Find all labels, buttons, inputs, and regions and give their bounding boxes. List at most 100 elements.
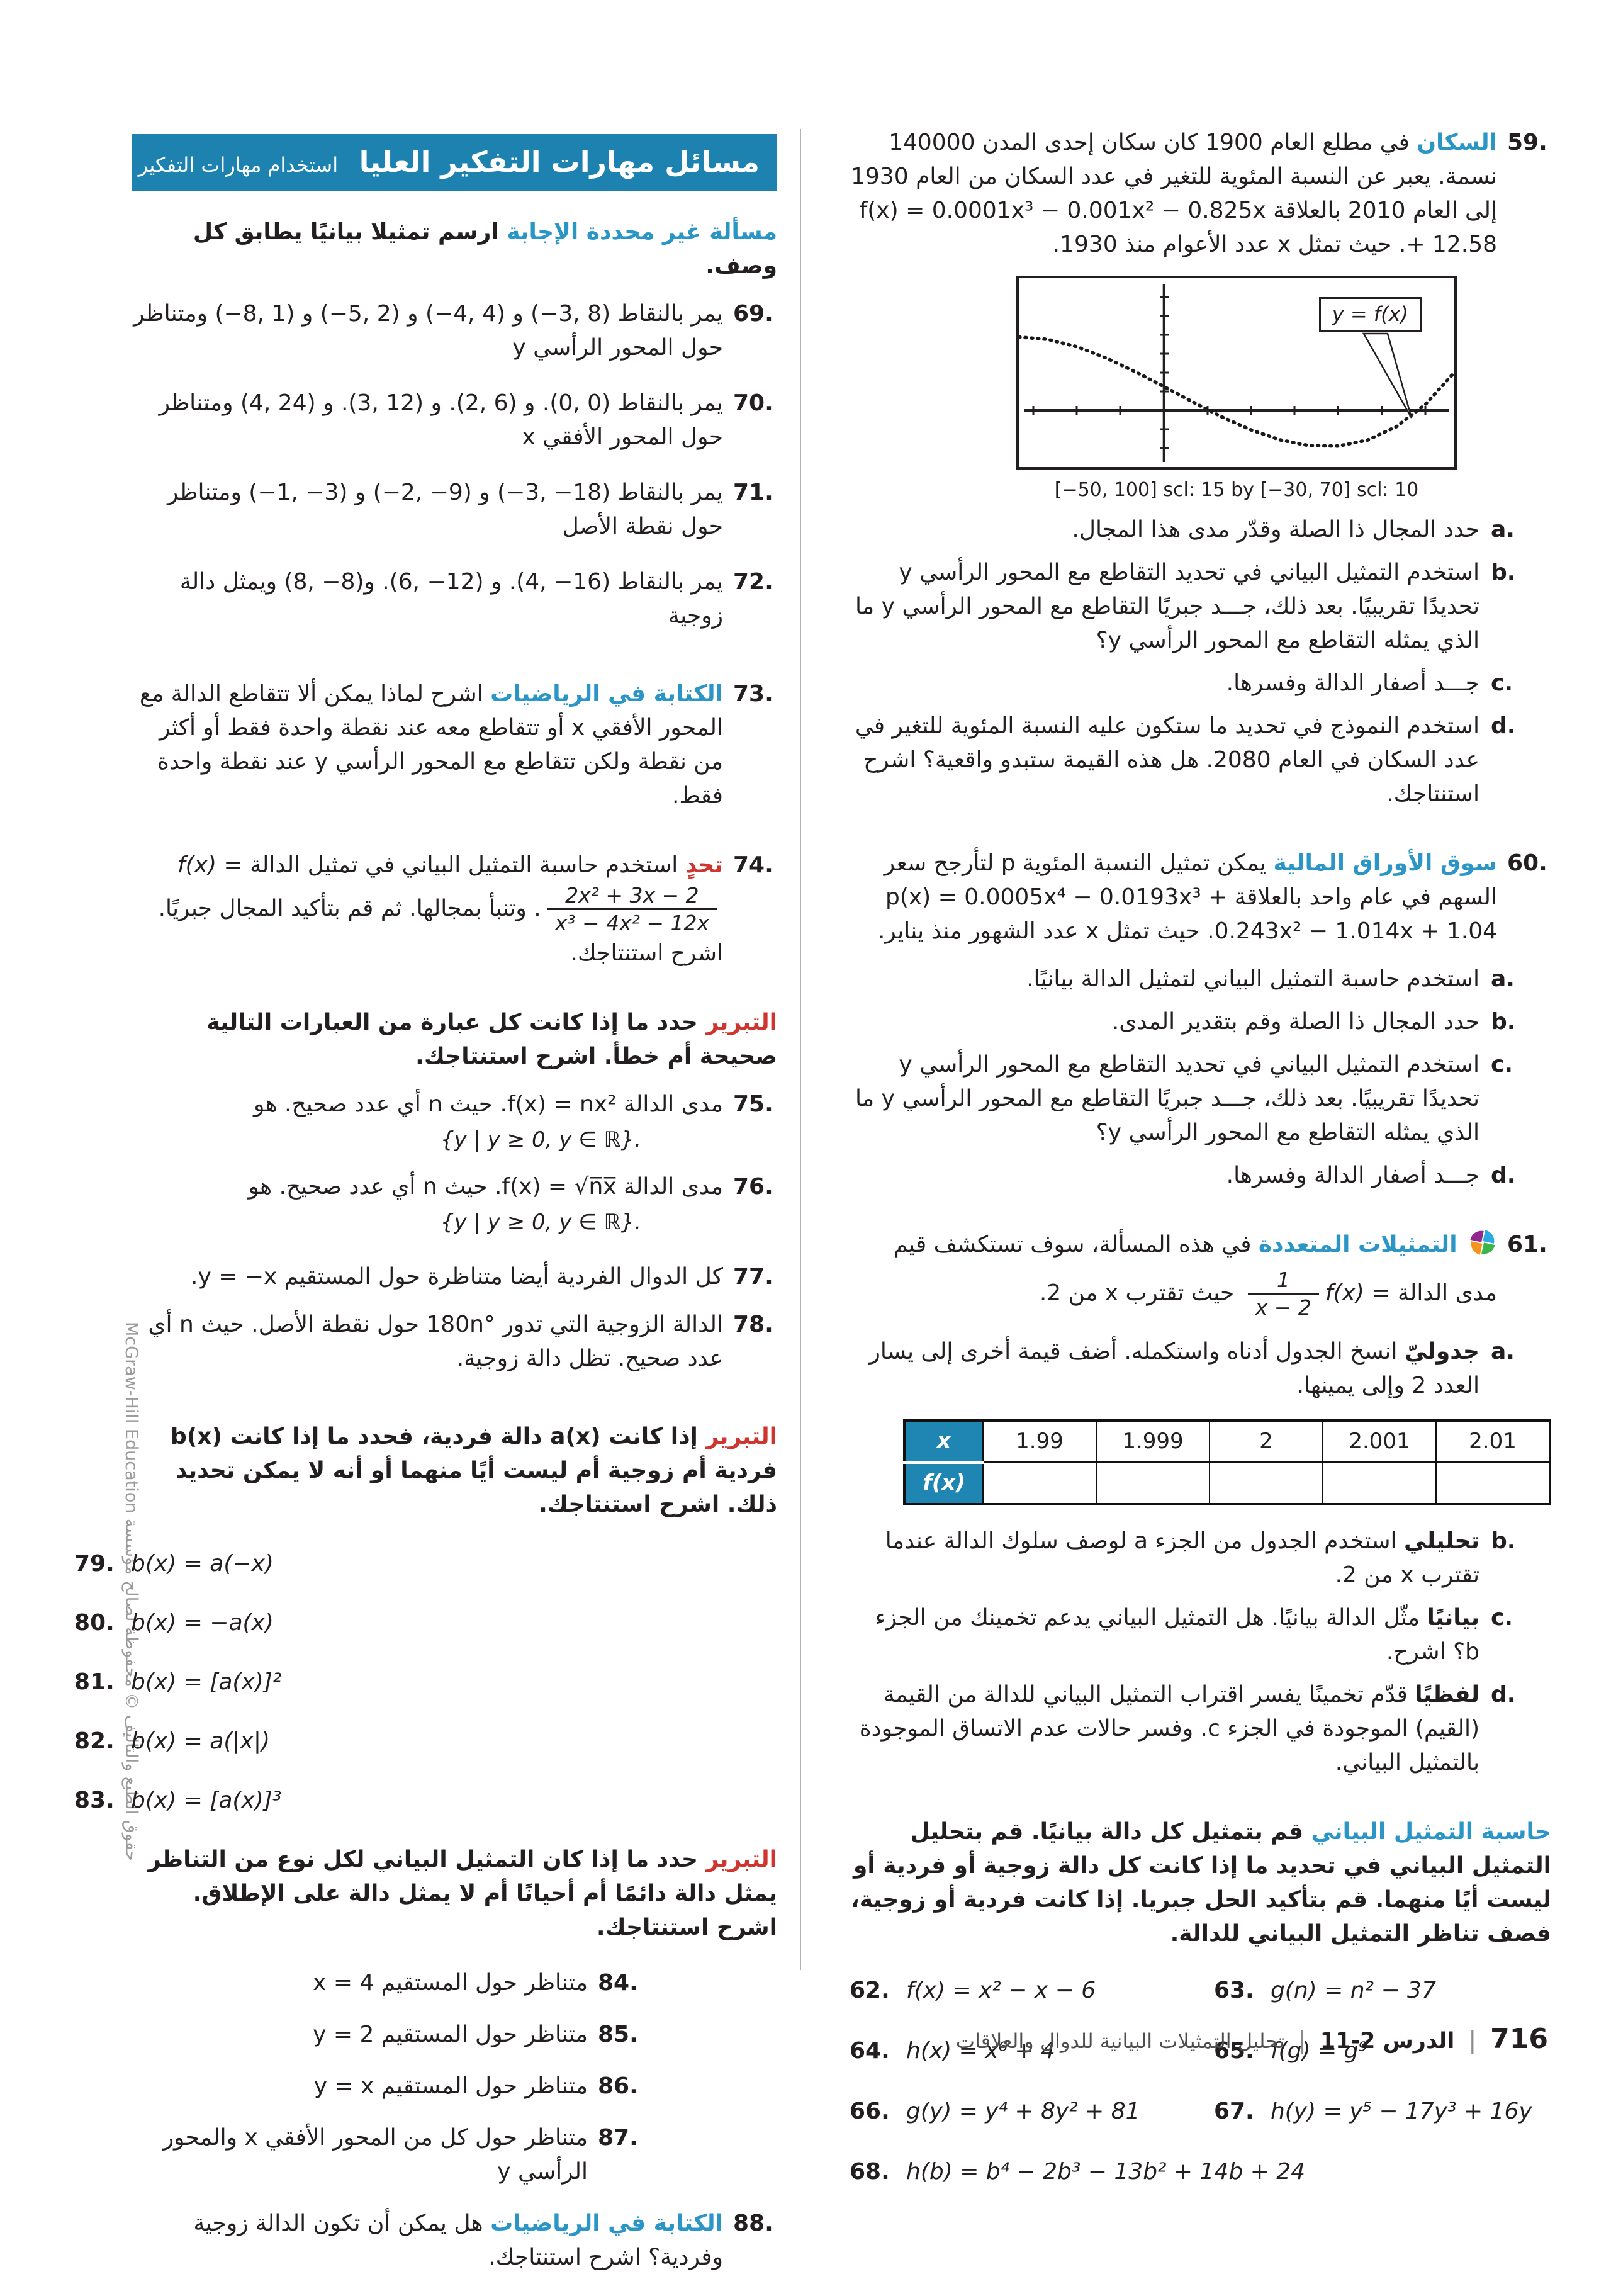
problem-61: 61. التمثيلات المتعددة في هذه المسألة، س…: [850, 1228, 1551, 1321]
page-footer: 716 | الدرس 2-11 | تحليل التمثيلات البيا…: [956, 2018, 1548, 2060]
part-text: استخدم التمثيل البياني في تحديد التقاطع …: [855, 1052, 1479, 1145]
part-text: جـــد أصفار الدالة وفسرها.: [1226, 670, 1479, 696]
problem-text: تحدٍ استخدم حاسبة التمثيل البياني في تمث…: [158, 852, 723, 966]
problem-number: 88.: [733, 2210, 773, 2236]
problem-number: 80.: [74, 1609, 115, 1636]
problem-body: اشرح لماذا يمكن ألا تتقاطع الدالة مع الم…: [139, 681, 723, 809]
reasoning-lead: التبرير: [705, 1423, 777, 1449]
table-cell: 2.001: [1322, 1419, 1437, 1463]
topic-lead: سوق الأوراق المالية: [1273, 850, 1497, 876]
problem-text: الكتابة في الرياضيات هل يمكن أن تكون الد…: [132, 2207, 723, 2275]
problem-body: استخدم حاسبة التمثيل البياني في تمثيل ال…: [250, 852, 678, 878]
equation: h(x) = x⁶ + 4: [906, 2037, 1055, 2064]
problem-69: 69. يمر بالنقاط ⁦(−3, 8)⁩ و ⁦(−4, 4)⁩ و …: [132, 297, 777, 365]
part-59d: d. استخدم النموذج في تحديد ما ستكون عليه…: [850, 709, 1518, 811]
table-header-x: x: [904, 1419, 984, 1464]
function-definition: f(x) =: [177, 852, 243, 878]
fraction-denominator: x − 2: [1247, 1293, 1319, 1320]
part-label: b.: [1491, 560, 1516, 585]
multiple-representations-icon: [1468, 1228, 1497, 1267]
part-label: d.: [1491, 1162, 1516, 1188]
problem-number: 65.: [1213, 2037, 1254, 2064]
part-label: c.: [1491, 1604, 1513, 1631]
problem-text: كل الدوال الفردية أيضا متناظرة حول المست…: [191, 1263, 723, 1290]
problem-body: في مطلع العام 1900 كان سكان إحدى المدن 1…: [851, 130, 1497, 257]
problem-67: 67. h(y) = y⁵ − 17y³ + 16y: [1214, 2095, 1551, 2129]
part-text: استخدم حاسبة التمثيل البياني لتمثيل الدا…: [1026, 966, 1479, 992]
part-text: تحليلي استخدم الجدول من الجزء ⁦a⁩ لوصف س…: [850, 1524, 1479, 1592]
reasoning-lead: التبرير: [705, 1846, 777, 1872]
reasoning-intro-3: التبرير حدد ما إذا كان التمثيل البياني ل…: [132, 1843, 777, 1945]
part-text: حدد المجال ذا الصلة وقدّر مدى هذا المجال…: [1072, 517, 1479, 543]
section-text: حدد ما إذا كانت كل عبارة من العبارات الت…: [206, 1009, 777, 1069]
fraction-denominator: x³ − 4x² − 12x: [547, 908, 717, 936]
problem-59: 59. السكان في مطلع العام 1900 كان سكان إ…: [850, 126, 1551, 262]
problem-65: 65. f(g) = g⁹: [1214, 2034, 1551, 2068]
problem-80: 80. b(x) = −a(x): [74, 1606, 777, 1640]
problem-number: 87.: [598, 2124, 638, 2151]
part-label: a.: [1491, 1338, 1515, 1365]
equation: g(y) = y⁴ + 8y² + 81: [906, 2098, 1140, 2124]
problem-number: 70.: [733, 390, 773, 416]
problem-number: 60.: [1507, 850, 1547, 876]
problem-81: 81. b(x) = [a(x)]²: [74, 1665, 777, 1699]
odd-even-list: 79. b(x) = a(−x) 80. b(x) = −a(x) 81. b(…: [74, 1547, 777, 1818]
fraction-numerator: 2x² + 3x − 2: [565, 883, 699, 908]
calculator-graph: y = f(x): [1016, 276, 1457, 470]
problem-number: 79.: [74, 1550, 115, 1577]
part-label: b.: [1491, 1009, 1516, 1035]
challenge-lead: تحدٍ: [685, 852, 723, 878]
equation: f(x) = x² − x − 6: [906, 1977, 1096, 2003]
problem-number: 76.: [733, 1173, 773, 1200]
problem-number: 72.: [733, 569, 773, 595]
graph-canvas: [1017, 284, 1456, 462]
graph-window-caption: [−50, 100] scl: 15 by [−30, 70] scl: 10: [1054, 479, 1419, 501]
problem-number: 66.: [850, 2098, 890, 2124]
problem-body: مدى الدالة ⁦f(x) = nx²⁩. حيث ⁦n⁩ أي عدد …: [254, 1091, 723, 1117]
section-text: حدد ما إذا كان التمثيل البياني لكل نوع م…: [147, 1846, 777, 1940]
set-notation: {y | y ≥ 0, y ∈ ℝ}.: [440, 1209, 641, 1235]
graphing-calculator-intro: حاسبة التمثيل البياني قم بتمثيل كل دالة …: [850, 1815, 1551, 1951]
part-61d: d. لفظيًا قدّم تخمينًا يفسر اقتراب التمث…: [850, 1678, 1518, 1780]
problem-text: متناظر حول كل من المحور الأفقي ⁦x⁩ والمح…: [162, 2124, 588, 2185]
problem-86: 86. متناظر حول المستقيم ⁦y = x⁩: [132, 2069, 642, 2103]
problem-number: 73.: [733, 681, 773, 707]
problem-text: التمثيلات المتعددة في هذه المسألة، سوف ت…: [850, 1228, 1497, 1321]
left-column: مسائل مهارات التفكير العليا استخدام مهار…: [74, 134, 777, 2296]
problem-text: متناظر حول المستقيم ⁦y = 2⁩: [313, 2021, 588, 2047]
part-60c: c. استخدم التمثيل البياني في تحديد التقا…: [850, 1048, 1518, 1150]
function-curve: [1017, 335, 1456, 448]
problem-number: 63.: [1213, 1977, 1254, 2003]
problem-70: 70. يمر بالنقاط ⁦(0, 0)⁩. و ⁦(2, 6)⁩. و …: [132, 386, 777, 454]
y-axis-ticks: [1160, 296, 1169, 449]
part-61b: b. تحليلي استخدم الجدول من الجزء ⁦a⁩ لوص…: [850, 1524, 1518, 1592]
table-cell: 2.01: [1435, 1419, 1551, 1463]
equation: h(y) = y⁵ − 17y³ + 16y: [1270, 2098, 1532, 2124]
fraction: 2x² + 3x − 2 x³ − 4x² − 12x: [547, 882, 717, 937]
part-text: جـــد أصفار الدالة وفسرها.: [1226, 1162, 1479, 1188]
part-60b: b. حدد المجال ذا الصلة وقم بتقدير المدى.: [850, 1005, 1518, 1039]
writing-in-math-lead: الكتابة في الرياضيات: [490, 681, 723, 707]
part-text: استخدم النموذج في تحديد ما ستكون عليه ال…: [855, 713, 1479, 807]
reasoning-lead: التبرير: [705, 1009, 777, 1035]
representation-label: لفظيًا: [1415, 1681, 1479, 1708]
problem-body: مدى الدالة ⁦f(x) = √n̅x̅⁩. حيث ⁦n⁩ أي عد…: [248, 1173, 724, 1200]
problem-76: 76. مدى الدالة ⁦f(x) = √n̅x̅⁩. حيث ⁦n⁩ أ…: [132, 1170, 777, 1239]
equation: b(x) = −a(x): [131, 1609, 274, 1636]
problem-number: 62.: [850, 1977, 890, 2003]
problem-text: السكان في مطلع العام 1900 كان سكان إحدى …: [850, 126, 1497, 262]
problem-text: مدى الدالة ⁦f(x) = nx²⁩. حيث ⁦n⁩ أي عدد …: [132, 1088, 723, 1156]
representation-label: بيانيًا: [1427, 1604, 1479, 1631]
table-header-fx: f(x): [904, 1461, 984, 1505]
function-definition: f(x) =: [1325, 1280, 1391, 1306]
problem-83: 83. b(x) = [a(x)]³: [74, 1784, 777, 1818]
table-cell-empty: [1322, 1461, 1437, 1505]
problem-body: في هذه المسألة، سوف تستكشف قيم مدى الدال…: [894, 1232, 1497, 1306]
problem-number: 85.: [598, 2021, 638, 2047]
problem-number: 77.: [733, 1263, 773, 1290]
part-60d: d. جـــد أصفار الدالة وفسرها.: [850, 1159, 1518, 1193]
problem-text: متناظر حول المستقيم ⁦x = 4⁩: [313, 1969, 588, 1996]
problem-number: 61.: [1507, 1232, 1547, 1258]
part-label: a.: [1491, 517, 1515, 543]
